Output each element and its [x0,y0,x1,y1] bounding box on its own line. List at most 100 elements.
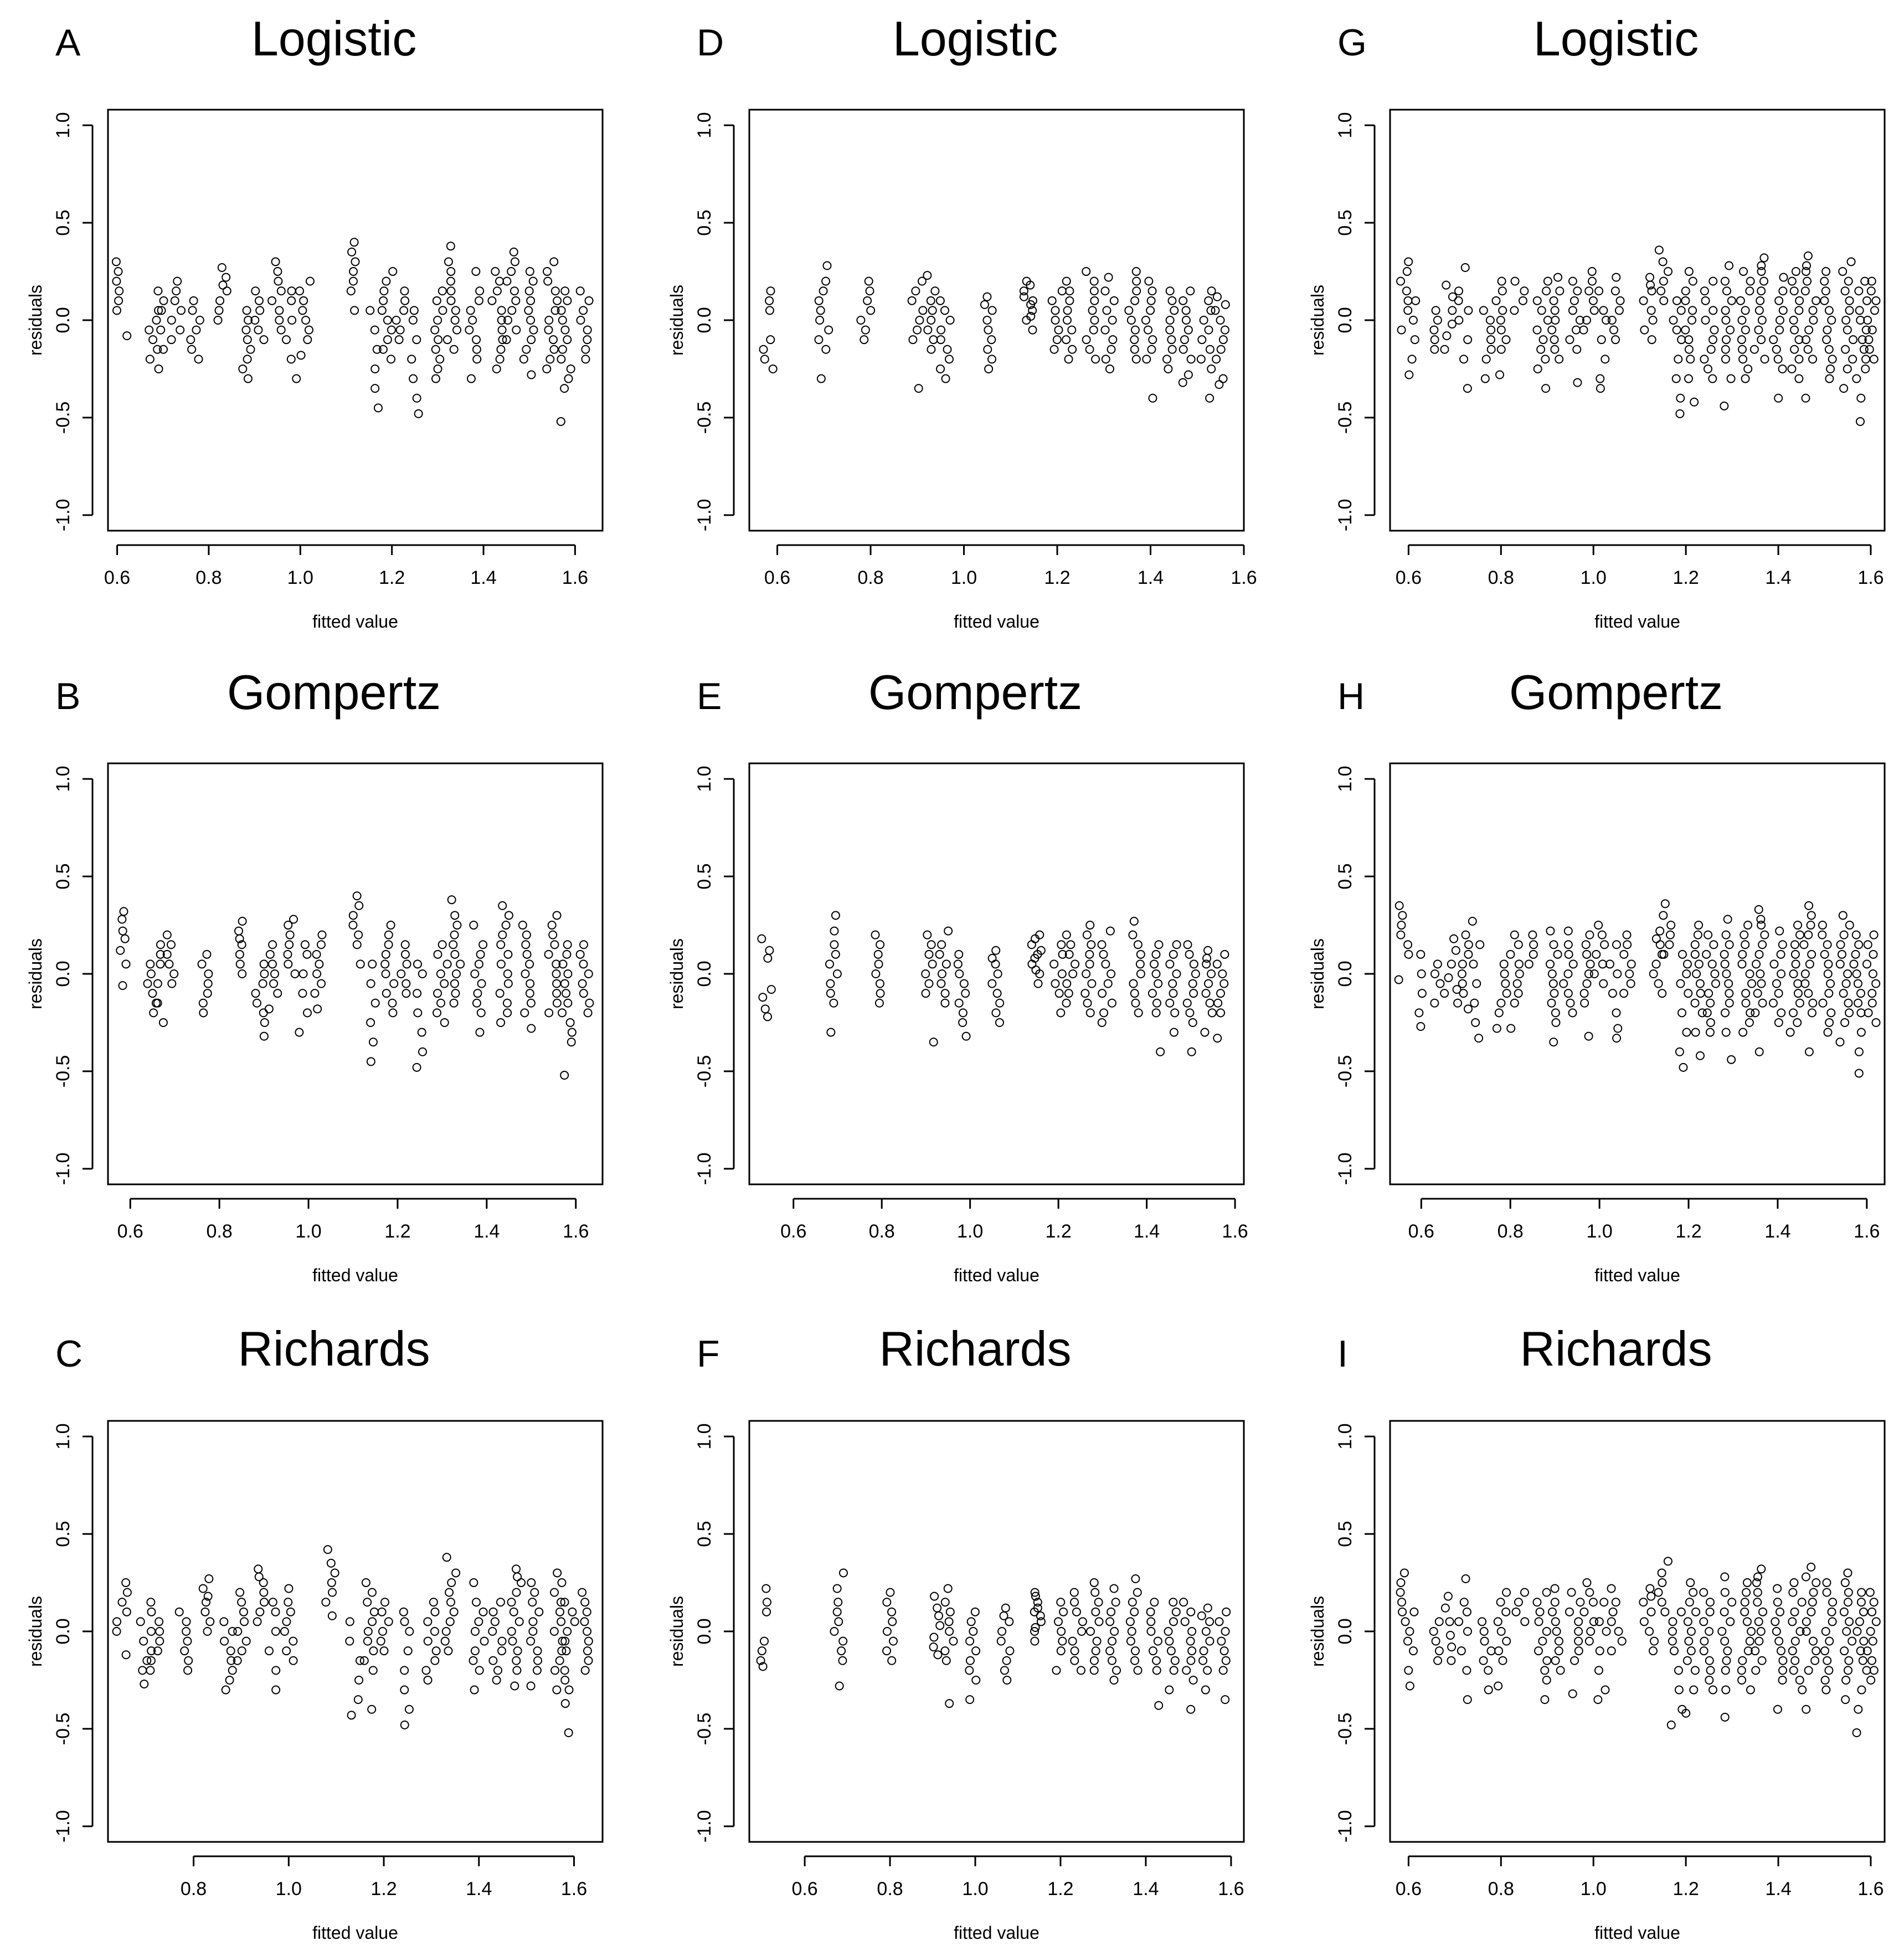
data-point [544,1008,554,1018]
data-point [1188,1018,1197,1027]
data-point [366,1057,375,1066]
data-point [1743,364,1753,373]
data-point [498,901,507,910]
data-point [1869,930,1879,940]
data-point [921,989,930,998]
data-point [274,276,283,286]
data-point [1457,969,1466,978]
data-point [1154,940,1164,949]
data-point [147,1646,156,1656]
data-point [758,1662,768,1671]
data-point [170,296,179,305]
data-point [1107,1607,1116,1616]
data-point [138,1666,147,1675]
data-point [289,1636,298,1646]
data-point [392,316,401,325]
data-point [941,1656,951,1665]
data-point [1496,998,1506,1008]
data-point [831,949,840,959]
data-point [1028,325,1037,335]
panel-letter: B [55,675,80,717]
data-point [158,345,168,354]
data-point [1754,306,1764,315]
data-point [1494,1008,1504,1018]
data-point [923,930,932,940]
data-point [1705,1656,1714,1665]
data-point [145,325,154,335]
data-point [199,1008,208,1018]
data-point [259,1588,269,1597]
data-point [388,267,398,276]
data-point [470,1685,479,1695]
data-point [1807,1607,1816,1616]
data-point [1459,355,1469,364]
data-point [1871,296,1881,305]
data-point [1089,276,1099,286]
data-point [1622,930,1632,940]
data-point [1862,1666,1871,1675]
data-point [563,335,572,345]
data-point [1803,251,1813,260]
y-tick-label: 0.0 [1335,307,1356,333]
scatter-points [116,891,594,1080]
data-point [1647,286,1656,296]
data-point [1167,345,1177,354]
data-point [1705,1627,1714,1636]
data-point [558,1008,567,1018]
data-point [303,335,312,345]
data-point [1789,1008,1798,1018]
data-point [237,1598,246,1607]
data-point [1676,393,1685,403]
data-point [1169,1617,1178,1626]
data-point [1555,286,1565,296]
data-point [1647,335,1656,345]
data-point [1800,286,1810,296]
data-point [1666,1720,1676,1729]
data-point [1682,959,1692,969]
data-point [1720,1712,1730,1722]
data-point [876,989,885,998]
data-point [238,364,248,373]
data-point [503,316,513,325]
data-point [558,316,567,325]
data-point [560,286,570,296]
data-point [550,940,559,949]
data-point [469,1656,478,1665]
data-point [296,351,306,360]
data-point [1187,1646,1197,1656]
data-point [1469,959,1478,969]
data-point [188,306,197,315]
data-point [153,345,162,354]
data-point [1563,969,1573,978]
data-point [1660,1607,1670,1616]
data-point [1464,306,1473,315]
data-point [1472,979,1481,988]
data-point [1769,959,1779,969]
data-point [1608,1607,1618,1616]
data-point [202,1598,211,1607]
data-point [935,949,944,959]
x-tick-label: 0.8 [195,567,222,588]
data-point [1036,1617,1046,1626]
data-point [465,325,474,335]
data-point [1496,345,1506,354]
data-point [1409,1646,1418,1656]
plot-frame [1389,762,1886,1185]
data-point [1028,306,1037,315]
data-point [1721,930,1731,940]
data-point [929,335,938,345]
data-point [488,1656,498,1665]
scatter-points [1396,245,1881,426]
data-point [1479,1627,1489,1636]
data-point [1492,1024,1501,1033]
data-point [251,286,260,296]
data-point [451,969,461,978]
data-point [1548,979,1558,988]
data-point [930,286,940,296]
data-point [1398,911,1407,920]
data-point [526,1636,536,1646]
data-point [383,335,392,345]
data-point [1402,286,1411,296]
